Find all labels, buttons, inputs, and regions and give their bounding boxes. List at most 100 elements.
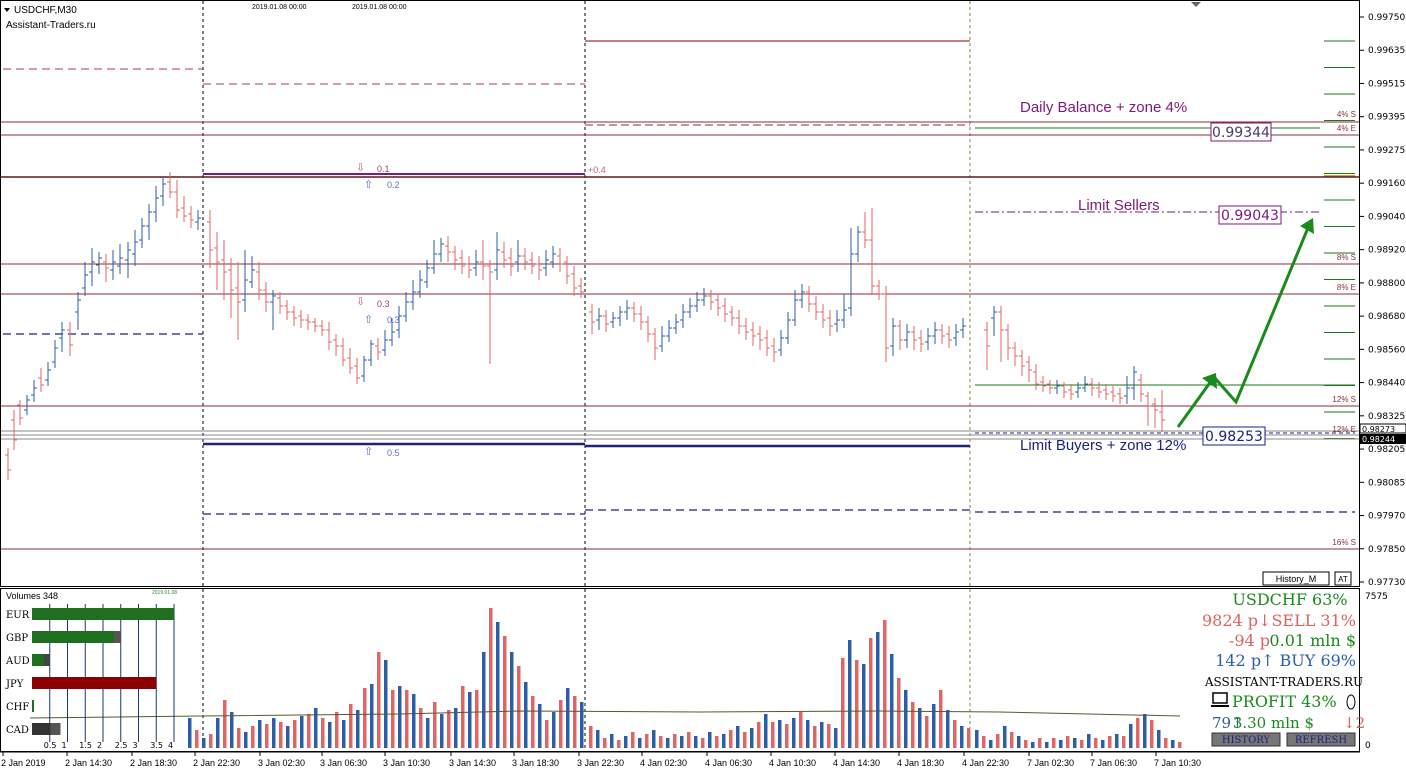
volume-bar xyxy=(680,736,684,748)
zone-label: 4% S xyxy=(1337,110,1356,119)
price-box xyxy=(1218,205,1282,225)
volume-bar xyxy=(237,728,241,748)
volume-bar xyxy=(729,730,733,748)
volume-bar xyxy=(617,740,621,748)
time-axis-label: 7 Jan 06:30 xyxy=(1090,758,1137,768)
volume-bar xyxy=(1171,740,1175,748)
volume-bar xyxy=(778,720,782,748)
volume-bar xyxy=(1129,724,1133,748)
panel-pnl-left: -94 p xyxy=(1229,631,1270,650)
mouse-icon xyxy=(1346,694,1356,710)
time-axis-label: 4 Jan 02:30 xyxy=(640,758,687,768)
volume-bar xyxy=(482,652,486,748)
volume-bar xyxy=(1157,730,1161,748)
panel-title: USDCHF 63% xyxy=(1232,590,1347,609)
volume-bar xyxy=(989,740,993,748)
fibo-label: 0.3 xyxy=(387,315,400,325)
volume-bar xyxy=(975,730,979,748)
panel-profit: PROFIT 43% xyxy=(1232,692,1337,711)
currency-label: CHF xyxy=(6,702,29,713)
price-axis-label: 0.97850 xyxy=(1368,545,1405,555)
price-axis-label: 0.99750 xyxy=(1368,13,1405,23)
strength-axis-label: 1.5 xyxy=(79,741,92,750)
volume-bar xyxy=(1024,740,1028,748)
zone-label: 8% E xyxy=(1337,283,1356,292)
currency-label: AUD xyxy=(5,656,30,667)
volume-bar xyxy=(708,732,712,748)
history-button[interactable] xyxy=(1211,732,1281,747)
volume-bar xyxy=(370,684,374,748)
volume-scale-top: 7575 xyxy=(1365,592,1388,602)
fibo-arrow-icon: ⇧ xyxy=(364,446,373,458)
volume-subwindow-frame xyxy=(0,588,1360,752)
time-axis-label: 2 Jan 2019 xyxy=(1,758,46,768)
sellers-price: 0.99043 xyxy=(1221,208,1279,224)
price-axis-label: 0.99040 xyxy=(1368,212,1405,222)
volume-bar xyxy=(552,712,556,748)
volume-bar xyxy=(757,722,761,748)
currency-strength-bar xyxy=(113,631,121,643)
chart-symbol-title: USDCHF,M30 xyxy=(14,5,77,16)
volume-bar xyxy=(559,700,563,748)
volume-bar xyxy=(1136,718,1140,748)
volume-bar xyxy=(307,714,311,748)
price-box xyxy=(1210,122,1272,142)
volume-bar xyxy=(314,708,318,748)
fibo-arrow-icon: ⇩ xyxy=(356,296,365,308)
volume-bar xyxy=(391,690,395,748)
volume-bar xyxy=(489,608,493,748)
volume-bar xyxy=(610,734,614,748)
history-m-button[interactable] xyxy=(1262,571,1330,586)
volume-bar xyxy=(510,652,514,748)
volume-bar xyxy=(566,688,570,748)
volume-bar xyxy=(701,738,705,748)
volume-bar xyxy=(624,736,628,748)
date-label: 2019.01.08 00:00 xyxy=(252,4,307,11)
volume-bar xyxy=(841,658,845,748)
volumes-title: Volumes 348 xyxy=(6,591,58,601)
strength-axis-label: 3 xyxy=(133,741,138,750)
volume-bar xyxy=(876,632,880,748)
at-button[interactable] xyxy=(1334,571,1352,586)
volume-bar xyxy=(1122,736,1126,748)
currency-strength-bar xyxy=(50,723,61,735)
volume-bar xyxy=(982,736,986,748)
fibo-label: 0.1 xyxy=(377,164,390,174)
strength-axis-label: 1 xyxy=(62,741,67,750)
buyers-price: 0.98253 xyxy=(1205,429,1263,445)
volume-bar xyxy=(1045,742,1049,748)
volume-scale-bottom: 0 xyxy=(1365,741,1371,751)
forecast-arrowhead-icon xyxy=(1300,218,1314,234)
volume-bar xyxy=(589,726,593,748)
price-axis-label: 0.99160 xyxy=(1368,179,1405,189)
volume-bar xyxy=(335,712,339,748)
price-axis-label: 0.97730 xyxy=(1368,578,1405,588)
volume-bar xyxy=(645,734,649,748)
limit-buyers-label: Limit Buyers + zone 12% xyxy=(1020,437,1186,454)
time-axis-label: 7 Jan 10:30 xyxy=(1154,758,1201,768)
panel-sell-line: 9824 p↓SELL 31% xyxy=(1202,611,1356,630)
time-axis-label: 3 Jan 22:30 xyxy=(577,758,624,768)
panel-brand: ASSISTANT-TRADERS.RU xyxy=(1204,675,1363,689)
currency-strength-bar xyxy=(43,654,50,666)
volume-bar xyxy=(925,716,929,748)
volume-bar xyxy=(638,738,642,748)
time-axis-label: 3 Jan 06:30 xyxy=(320,758,367,768)
volume-bar xyxy=(862,664,866,748)
volume-bar xyxy=(251,726,255,748)
volume-bar xyxy=(468,692,472,748)
volume-bar xyxy=(580,702,584,748)
volume-bar xyxy=(694,736,698,748)
price-axis-label: 0.99515 xyxy=(1368,79,1405,89)
volume-bar xyxy=(440,714,444,748)
volume-ma-line xyxy=(29,710,1181,719)
volume-bar xyxy=(813,726,817,748)
volume-bar xyxy=(666,738,670,748)
volume-bar xyxy=(1080,740,1084,748)
fibo-label: 0.2 xyxy=(387,180,400,190)
chart-dropdown-icon[interactable] xyxy=(4,8,10,12)
volume-bar xyxy=(1115,734,1119,748)
fibo-label: 0.5 xyxy=(387,448,400,458)
refresh-button[interactable] xyxy=(1286,732,1356,747)
